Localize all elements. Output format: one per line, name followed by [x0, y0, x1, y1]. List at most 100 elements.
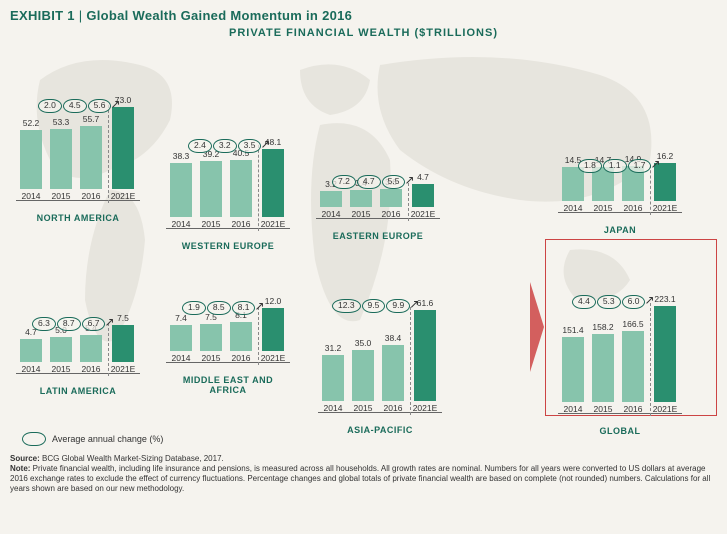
growth-bubble: 2.4	[188, 139, 212, 152]
growth-bubbles: 6.38.76.7↗	[32, 317, 115, 331]
arrow-icon: ↗	[404, 173, 414, 187]
exhibit-title: EXHIBIT 1 | Global Wealth Gained Momentu…	[0, 0, 727, 25]
baseline	[166, 362, 290, 363]
bar	[352, 350, 374, 401]
bar	[200, 161, 222, 217]
growth-bubble: 8.1	[232, 301, 256, 314]
chart-north-america: 52.2201453.3201555.7201673.02021ENORTH A…	[18, 111, 138, 223]
bar-wrap: 52.22014	[18, 118, 44, 201]
growth-bubble: 6.3	[32, 317, 56, 330]
chart-eastern-europe: 3.220143.420153.620164.72021E EASTERN EUR…	[318, 189, 438, 241]
bar	[80, 335, 102, 362]
value-label: 35.0	[355, 338, 372, 348]
bar	[654, 306, 676, 402]
region-name: JAPAN	[560, 225, 680, 235]
region-name: WESTERN EUROPE	[168, 241, 288, 251]
bar-wrap: 5.02015	[48, 325, 74, 374]
bars: 52.2201453.3201555.7201673.02021E	[18, 111, 138, 201]
bar	[592, 334, 614, 402]
arrow-icon: ↗	[409, 297, 419, 311]
growth-bubble: 6.0	[622, 295, 646, 308]
bar	[320, 191, 342, 207]
bar	[412, 184, 434, 208]
region-name: EASTERN EUROPE	[318, 231, 438, 241]
growth-bubble: 5.5	[382, 175, 406, 188]
subtitle: PRIVATE FINANCIAL WEALTH ($TRILLIONS)	[0, 27, 727, 39]
bar	[230, 322, 252, 351]
arrow-icon: ↗	[650, 157, 660, 171]
growth-bubbles: 12.39.59.9↗	[332, 299, 419, 313]
region-name: GLOBAL	[560, 426, 680, 436]
bar-wrap: 8.12016	[228, 310, 254, 363]
bar	[112, 107, 134, 189]
growth-bubble: 7.2	[332, 175, 356, 188]
value-label: 38.4	[385, 333, 402, 343]
bars: 7.420147.520158.1201612.02021E	[168, 313, 288, 363]
growth-bubble: 3.2	[213, 139, 237, 152]
value-label: 223.1	[654, 294, 675, 304]
bar	[380, 189, 402, 207]
exhibit-number: EXHIBIT 1	[10, 8, 75, 23]
growth-bubble: 1.7	[628, 159, 652, 172]
bar	[170, 163, 192, 217]
baseline	[558, 212, 682, 213]
bar	[80, 126, 102, 189]
bar-wrap: 53.32015	[48, 117, 74, 201]
bar	[20, 339, 42, 363]
growth-bubble: 8.5	[207, 301, 231, 314]
arrow-icon: ↗	[644, 293, 654, 307]
value-label: 158.2	[592, 322, 613, 332]
red-arrow-wedge	[530, 282, 544, 372]
bar	[200, 324, 222, 351]
baseline	[16, 200, 140, 201]
bar-wrap: 158.22015	[590, 322, 616, 414]
bar-wrap: 39.22015	[198, 149, 224, 229]
baseline	[558, 413, 682, 414]
bars: 4.720145.020155.420167.52021E	[18, 329, 138, 374]
bar-wrap: 223.12021E	[650, 294, 680, 414]
baseline	[318, 412, 442, 413]
region-name: LATIN AMERICA	[18, 386, 138, 396]
chart-latin-america: 4.720145.020155.420167.52021E LATIN AMERI…	[18, 329, 138, 396]
baseline	[166, 228, 290, 229]
bars: 3.220143.420153.620164.72021E	[318, 189, 438, 219]
bar	[414, 310, 436, 401]
bars: 151.42014158.22015166.52016223.12021E	[560, 309, 680, 414]
chart-western-europe: 38.3201439.2201540.5201648.12021E WESTERN…	[168, 151, 288, 251]
growth-bubble: 5.6	[88, 99, 112, 112]
footer-note: Note: Private financial wealth, includin…	[10, 464, 717, 494]
value-label: 38.3	[173, 151, 190, 161]
value-label: 31.2	[325, 343, 342, 353]
forecast-divider	[258, 307, 259, 365]
bar-wrap: 55.72016	[78, 114, 104, 201]
bar-wrap: 166.52016	[620, 319, 646, 414]
bars: 38.3201439.2201540.5201648.12021E	[168, 151, 288, 229]
bar	[262, 308, 284, 351]
forecast-divider	[108, 105, 109, 203]
title-text: Global Wealth Gained Momentum in 2016	[86, 8, 352, 23]
forecast-divider	[258, 145, 259, 231]
arrow-icon: ↗	[260, 137, 270, 151]
value-label: 151.4	[562, 325, 583, 335]
chart-middle-east-and-africa: 7.420147.520158.1201612.02021E MIDDLE EAS…	[168, 313, 288, 395]
bar	[20, 130, 42, 189]
growth-bubble: 3.5	[238, 139, 262, 152]
baseline	[316, 218, 440, 219]
bar	[382, 345, 404, 401]
footer-source: Source: BCG Global Wealth Market-Sizing …	[10, 454, 717, 464]
bar-wrap: 7.42014	[168, 313, 194, 363]
region-name: ASIA-PACIFIC	[320, 425, 440, 435]
growth-bubble: 8.7	[57, 317, 81, 330]
title-separator: |	[75, 8, 87, 23]
legend: Average annual change (%)	[22, 432, 163, 446]
growth-bubble: 6.7	[82, 317, 106, 330]
arrow-icon: ↗	[254, 299, 264, 313]
region-name: MIDDLE EAST AND AFRICA	[168, 375, 288, 395]
growth-bubbles: 7.24.75.5↗	[332, 175, 415, 189]
bar-wrap: 7.52015	[198, 312, 224, 363]
bar-wrap: 31.22014	[320, 343, 346, 413]
bar	[322, 355, 344, 401]
growth-bubble: 9.9	[386, 299, 410, 312]
chart-asia-pacific: 31.2201435.0201538.4201661.62021EASIA-PA…	[320, 313, 440, 435]
bar-wrap: 38.32014	[168, 151, 194, 229]
